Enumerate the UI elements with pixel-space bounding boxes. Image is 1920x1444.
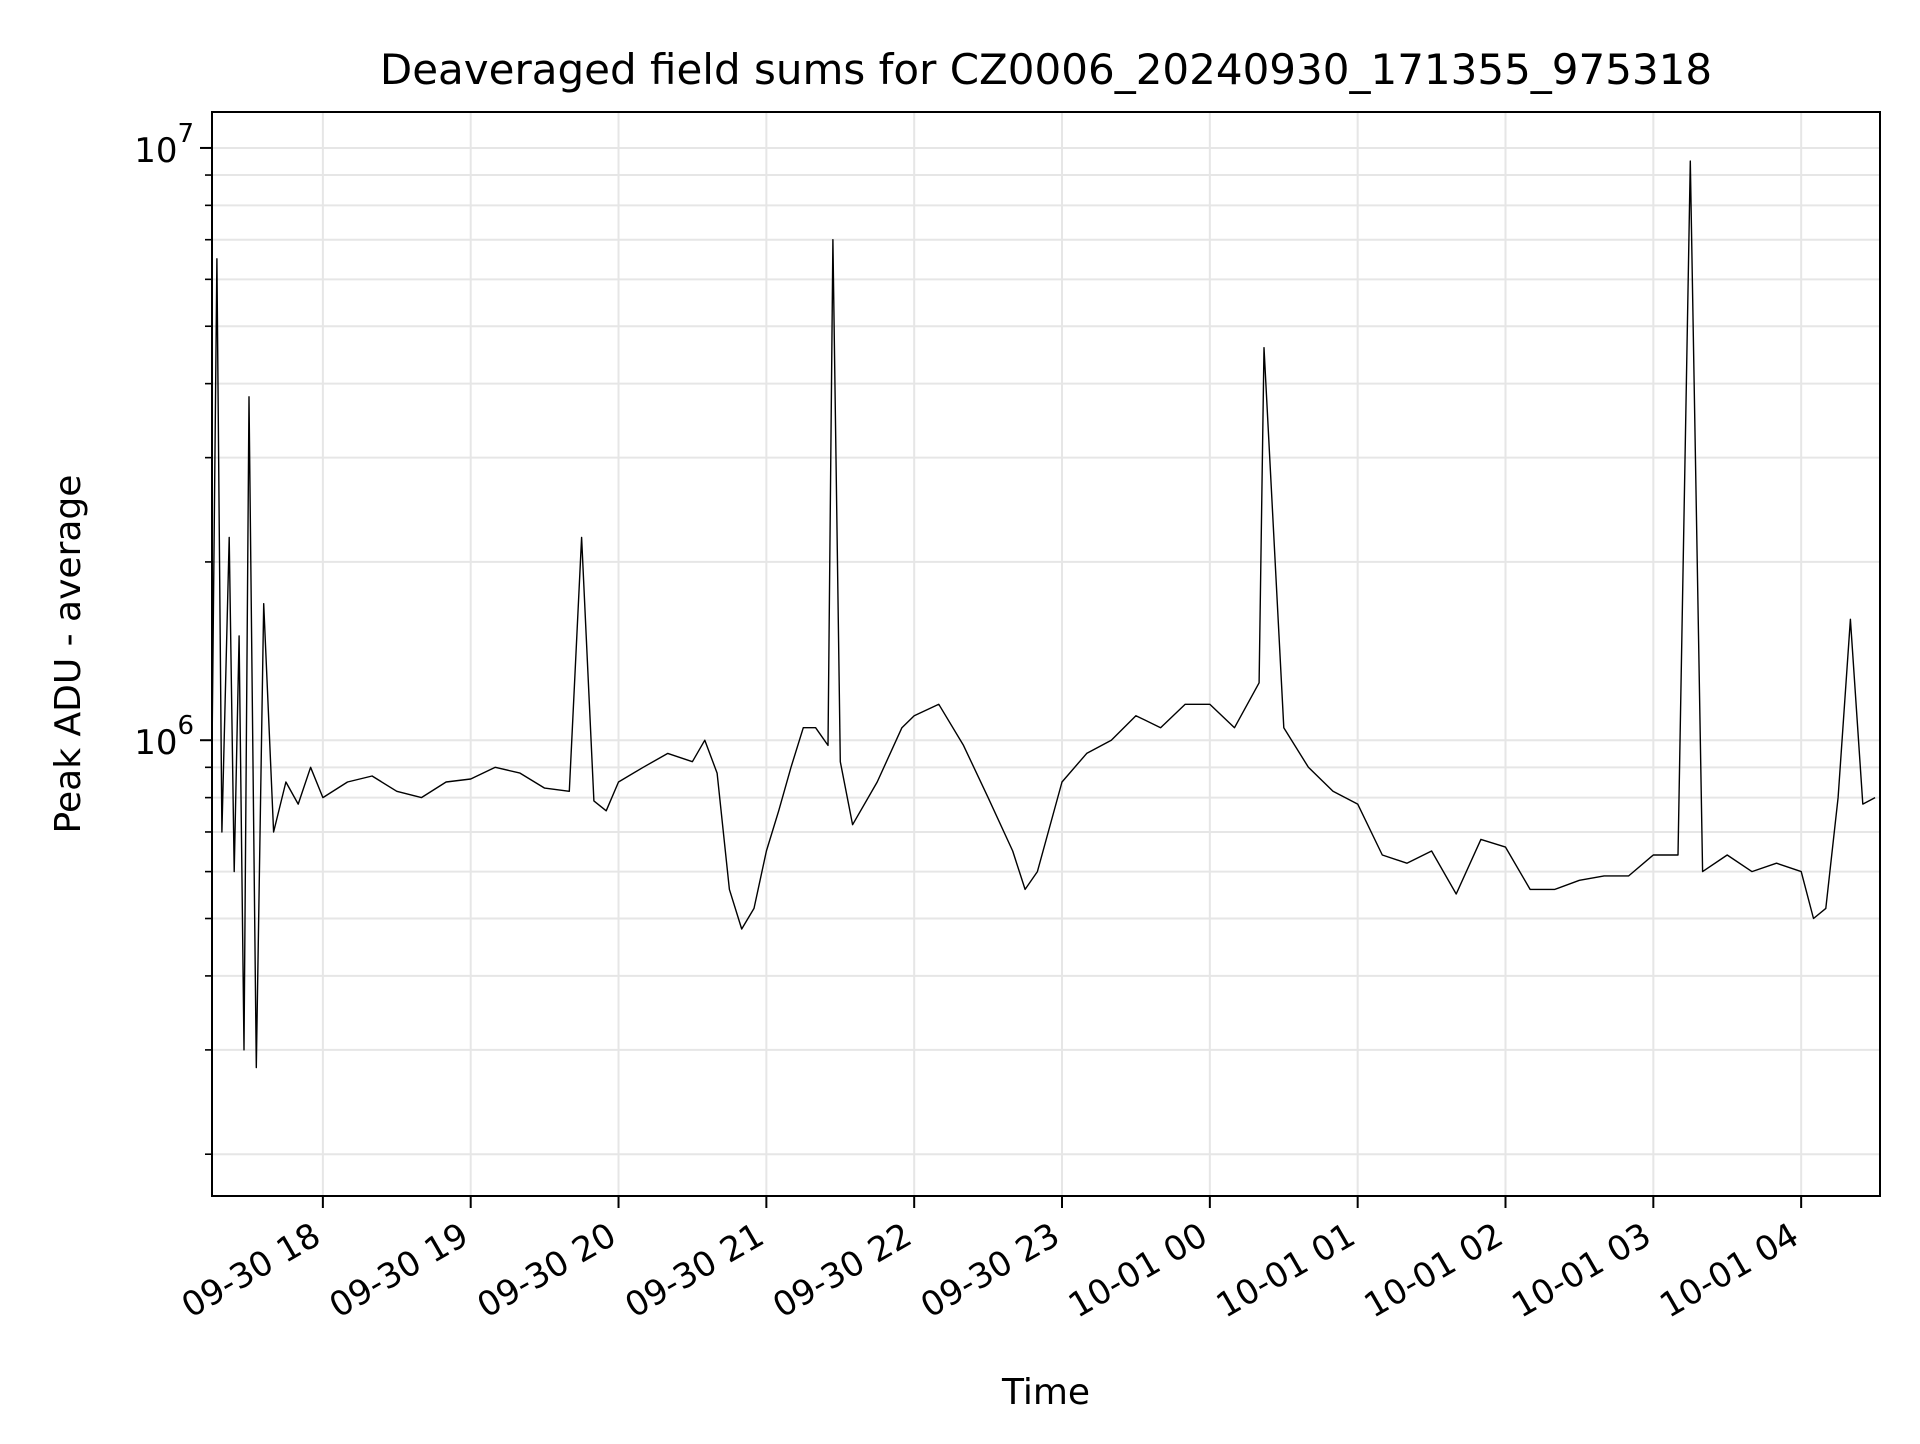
y-tick-label: 106	[134, 711, 194, 763]
y-tick-label-exponent: 7	[177, 119, 194, 149]
series-line	[211, 160, 1876, 1069]
plot-frame	[211, 111, 1881, 1197]
data-layer	[211, 160, 1876, 1069]
grid	[212, 112, 1880, 1196]
chart-title: Deaveraged field sums for CZ0006_2024093…	[380, 45, 1712, 94]
x-axis-label: Time	[1001, 1372, 1090, 1413]
y-axis-label: Peak ADU - average	[48, 475, 89, 834]
y-tick-label-base: 10	[134, 723, 177, 763]
y-tick-label: 107	[134, 119, 194, 171]
y-tick-label-base: 10	[134, 131, 177, 171]
y-tick-label-exponent: 6	[177, 711, 194, 741]
